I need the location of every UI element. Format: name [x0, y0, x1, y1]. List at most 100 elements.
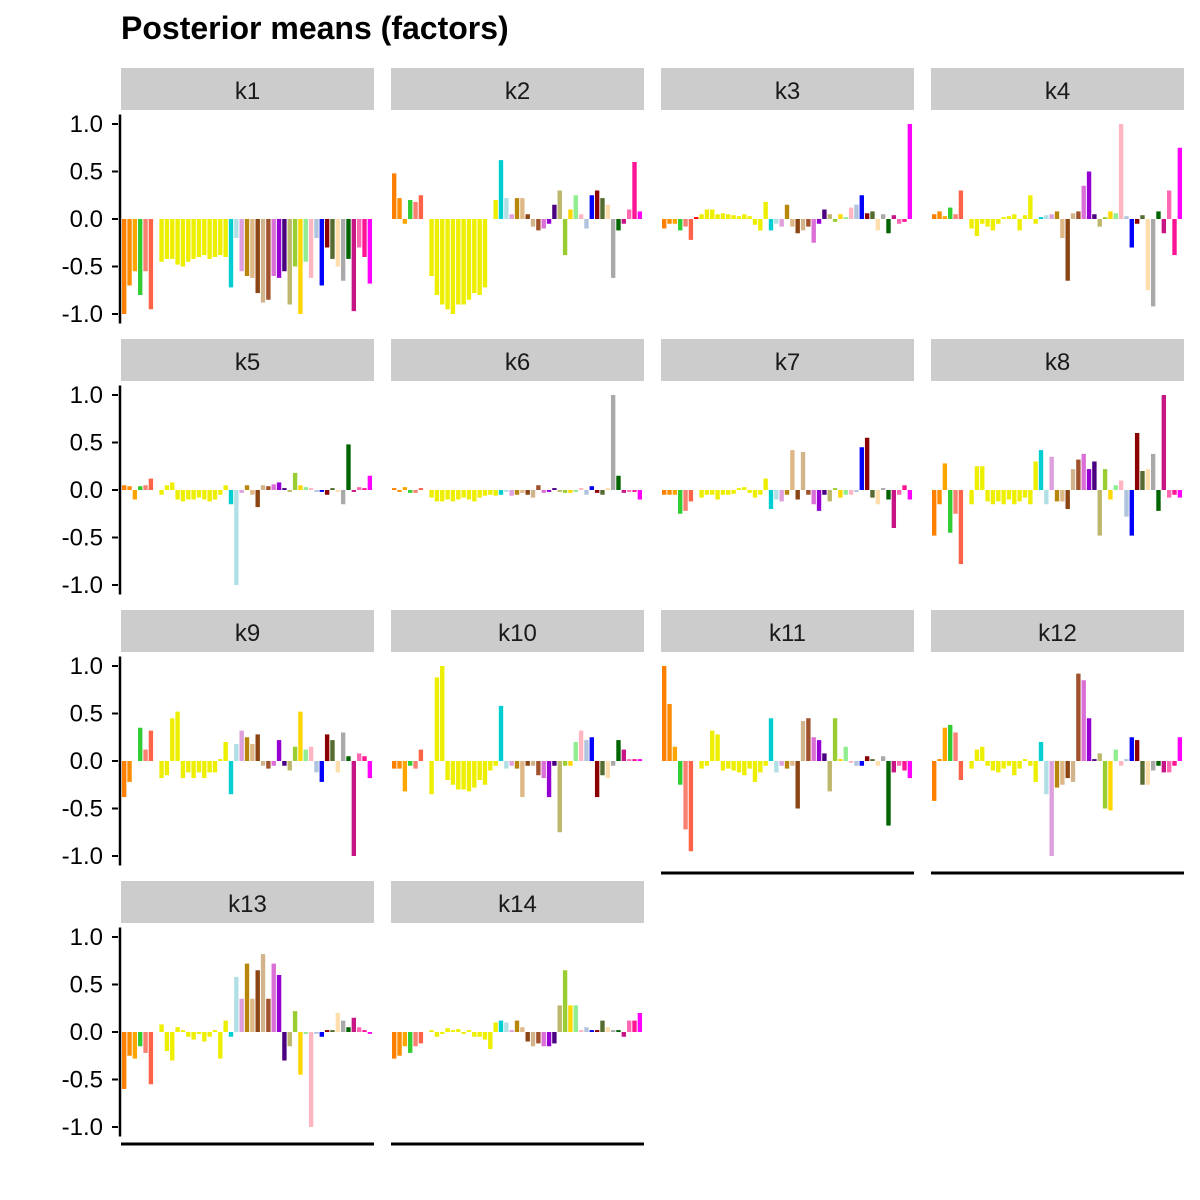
bar-k7-34 — [838, 490, 843, 498]
bar-k2-45 — [626, 209, 632, 219]
bar-k7-47 — [907, 490, 913, 500]
bar-k3-18 — [752, 219, 758, 225]
bar-k12-29 — [1081, 680, 1086, 761]
bar-k10-34 — [568, 761, 573, 766]
bar-k11-19 — [758, 761, 763, 773]
bar-k8-18 — [1022, 490, 1028, 498]
bar-k1-35 — [303, 219, 308, 262]
bar-k4-41 — [1145, 219, 1150, 291]
bar-k9-34 — [298, 711, 303, 761]
bar-k7-33 — [832, 488, 838, 490]
bar-k9-26 — [255, 734, 260, 761]
bar-k5-36 — [308, 488, 314, 490]
bar-k11-46 — [902, 761, 907, 771]
bar-k12-9 — [974, 749, 980, 761]
bar-k11-23 — [779, 761, 784, 766]
bar-k13-37 — [314, 1032, 319, 1034]
bar-k2-1 — [392, 173, 397, 219]
bar-k6-43 — [616, 475, 621, 490]
bar-k2-31 — [552, 204, 557, 219]
bar-k8-10 — [980, 466, 985, 490]
bar-k3-42 — [880, 214, 886, 219]
bar-k10-6 — [418, 749, 424, 761]
bar-k7-43 — [886, 490, 891, 500]
bar-k10-28 — [536, 761, 541, 776]
bar-k7-2 — [667, 490, 672, 495]
bar-k2-40 — [600, 198, 605, 219]
bar-k3-22 — [774, 219, 779, 224]
bar-k12-42 — [1150, 761, 1156, 771]
bar-k3-26 — [795, 219, 800, 234]
bar-k13-19 — [218, 1032, 223, 1059]
bar-k14-26 — [525, 1032, 530, 1042]
bar-k6-11 — [445, 490, 450, 500]
bar-k8-34 — [1108, 490, 1113, 500]
bar-k4-35 — [1113, 213, 1118, 219]
bar-k8-40 — [1140, 471, 1145, 490]
y-tick-label-k13-0: 1.0 — [70, 924, 103, 951]
bar-k11-40 — [870, 759, 875, 761]
bar-k10-22 — [504, 761, 509, 769]
bar-k8-8 — [969, 490, 974, 505]
bar-k6-23 — [509, 490, 514, 496]
bar-k1-21 — [228, 219, 234, 288]
bar-k11-39 — [864, 756, 870, 761]
bar-k8-28 — [1076, 459, 1081, 490]
bar-k14-2 — [397, 1032, 402, 1056]
y-tick-label-k9-4: -1.0 — [62, 843, 103, 870]
bar-k4-40 — [1140, 215, 1145, 219]
bar-k12-13 — [996, 761, 1001, 773]
bar-k13-12 — [180, 1030, 186, 1032]
bar-k6-10 — [440, 490, 445, 502]
bar-k4-2 — [937, 211, 942, 219]
bar-k3-44 — [891, 215, 897, 219]
bar-k10-5 — [413, 761, 418, 769]
bar-k14-47 — [637, 1013, 643, 1032]
bar-k2-3 — [402, 219, 408, 224]
bar-k12-25 — [1060, 761, 1065, 785]
bar-k11-45 — [896, 761, 902, 766]
facet-strip-k11 — [661, 610, 914, 652]
bar-k10-31 — [552, 761, 557, 766]
y-tick-label-k13-3: -0.5 — [62, 1067, 103, 1094]
bar-k8-15 — [1006, 490, 1012, 500]
bar-k11-34 — [838, 759, 843, 761]
bar-k1-28 — [266, 219, 271, 300]
bar-k4-12 — [990, 219, 996, 231]
bar-k7-4 — [678, 490, 683, 514]
bar-k3-36 — [848, 207, 854, 219]
bar-k4-29 — [1081, 185, 1086, 219]
bar-k13-1 — [122, 1032, 127, 1089]
bar-k14-13 — [456, 1029, 461, 1032]
bar-k11-31 — [822, 753, 827, 761]
bar-k4-38 — [1129, 219, 1134, 248]
bar-k10-2 — [397, 761, 402, 769]
bar-k10-17 — [477, 761, 482, 780]
bar-k7-27 — [800, 452, 806, 490]
bar-k3-12 — [720, 213, 726, 219]
bar-k11-14 — [731, 761, 736, 771]
bar-k10-14 — [461, 761, 466, 790]
bar-k2-26 — [525, 214, 530, 219]
bar-k13-29 — [271, 963, 276, 1032]
bar-k11-10 — [710, 730, 715, 761]
bar-k2-21 — [498, 160, 504, 219]
bar-k2-33 — [562, 219, 568, 256]
bar-k5-28 — [266, 486, 271, 490]
bar-k12-41 — [1145, 761, 1150, 785]
bar-k3-46 — [902, 219, 907, 222]
bar-k12-43 — [1156, 761, 1161, 766]
facet-label-k2: k2 — [505, 78, 530, 105]
bar-k8-32 — [1097, 490, 1102, 536]
bar-k4-16 — [1012, 214, 1017, 219]
bar-k12-24 — [1054, 761, 1060, 788]
bar-k12-40 — [1140, 761, 1145, 785]
y-tick-label-k1-2: 0.0 — [70, 206, 103, 233]
facet-label-k10: k10 — [498, 620, 537, 647]
bar-k5-14 — [191, 490, 196, 500]
bar-k6-33 — [562, 490, 568, 493]
bar-k4-47 — [1177, 147, 1183, 219]
facet-label-k14: k14 — [498, 891, 537, 918]
bar-k8-41 — [1145, 469, 1150, 490]
bar-k5-41 — [335, 490, 340, 492]
